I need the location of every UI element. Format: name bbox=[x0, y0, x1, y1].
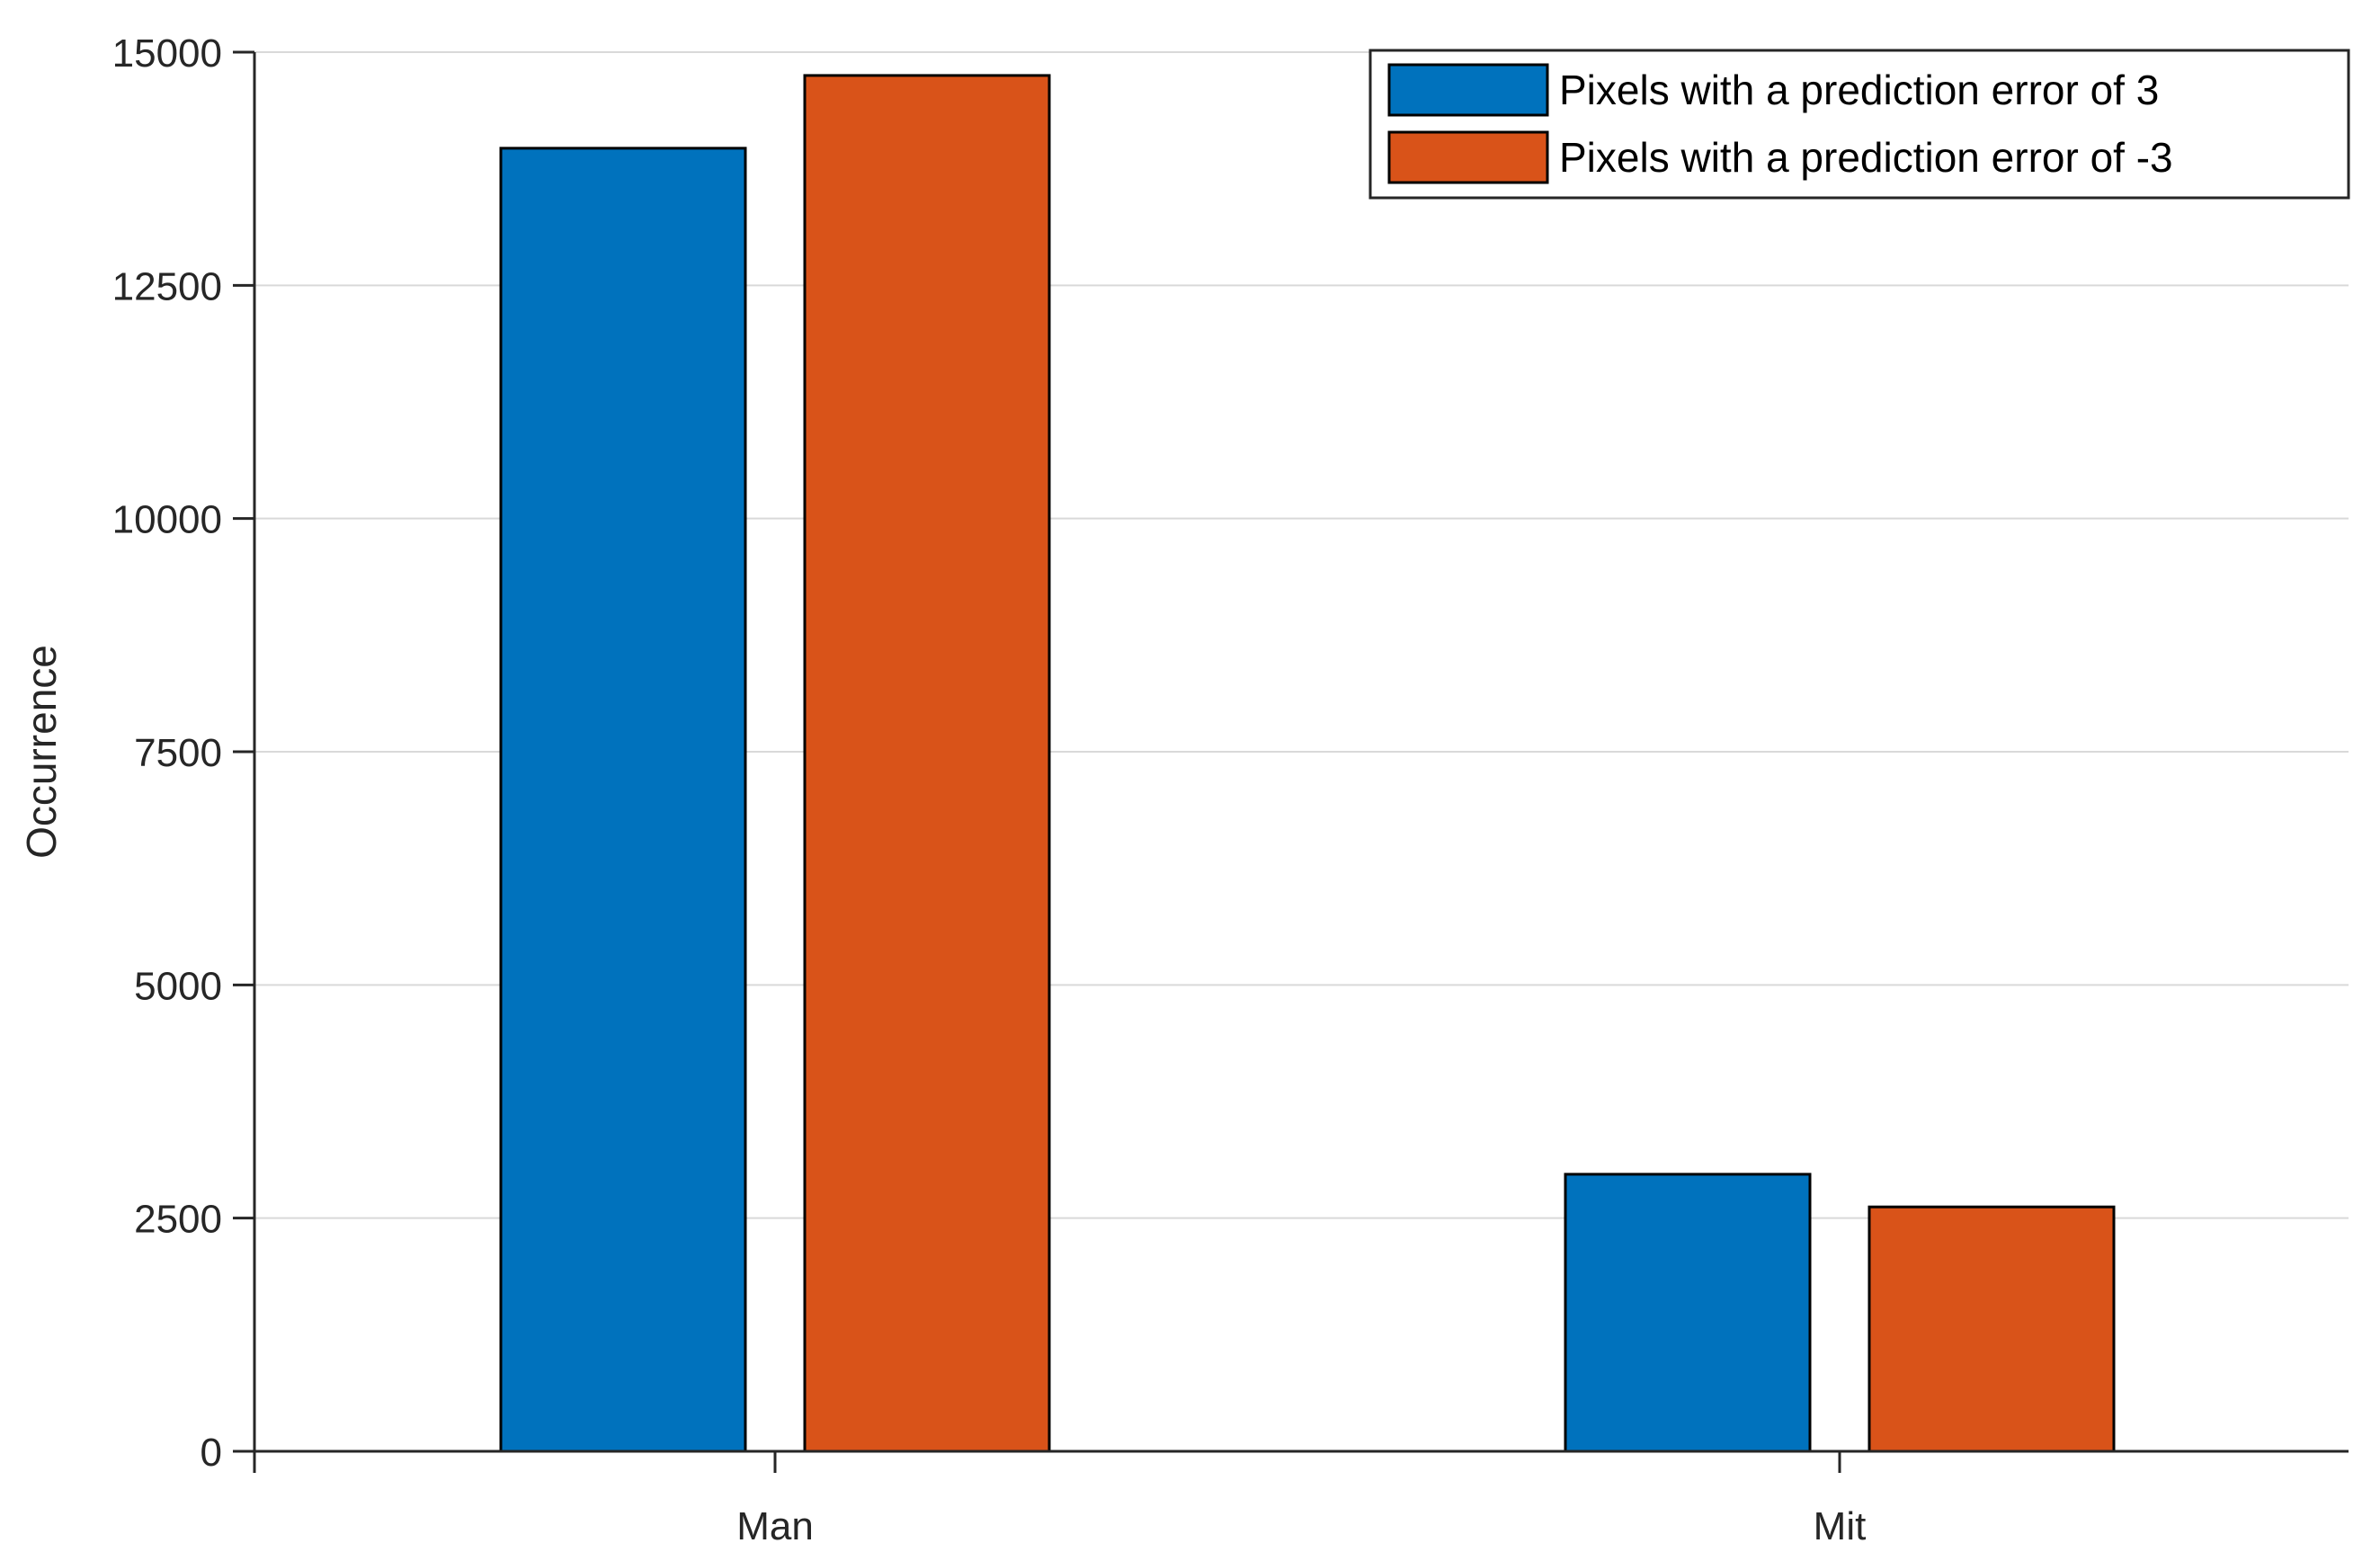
y-axis-label: Occurrence bbox=[18, 645, 65, 859]
legend-swatch-1 bbox=[1387, 63, 1549, 117]
bar-mit-series-1 bbox=[1564, 1173, 1812, 1453]
x-tick-label-mit: Mit bbox=[1814, 1504, 1867, 1548]
y-tick-label: 12500 bbox=[112, 264, 222, 308]
x-tick-label-man: Man bbox=[736, 1504, 814, 1548]
bar-man-series-1 bbox=[499, 147, 747, 1453]
axes bbox=[233, 52, 2349, 1473]
y-tick-label: 10000 bbox=[112, 498, 222, 542]
bar-mit-series-2 bbox=[1867, 1205, 2116, 1453]
legend-label-2: Pixels with a prediction error of -3 bbox=[1559, 134, 2173, 181]
y-ticks: 0 2500 5000 7500 10000 12500 15000 bbox=[112, 31, 254, 1475]
legend-label-1: Pixels with a prediction error of 3 bbox=[1559, 67, 2159, 113]
legend-swatch-2 bbox=[1387, 130, 1549, 184]
y-tick-label: 7500 bbox=[134, 731, 222, 775]
legend: Pixels with a prediction error of 3 Pixel… bbox=[1368, 49, 2350, 200]
y-tick-label: 15000 bbox=[112, 31, 222, 76]
y-tick-label: 2500 bbox=[134, 1198, 222, 1242]
y-tick-label: 5000 bbox=[134, 964, 222, 1008]
bars bbox=[499, 74, 2116, 1453]
x-ticks: Man Mit bbox=[736, 1451, 1866, 1548]
y-tick-label: 0 bbox=[201, 1431, 222, 1475]
bar-man-series-2 bbox=[803, 74, 1051, 1453]
